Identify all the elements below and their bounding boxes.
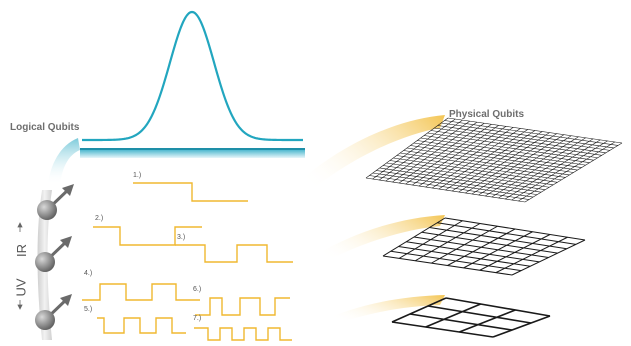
glow-layer-3 <box>320 295 445 326</box>
logical-bar-edge <box>80 148 305 150</box>
grid-line <box>389 160 554 186</box>
grid-line <box>458 132 550 193</box>
grid-line <box>492 315 551 338</box>
grid-line <box>511 239 586 276</box>
grid-line <box>511 140 608 201</box>
grid-line <box>409 313 513 331</box>
glow-layer-2 <box>305 215 445 266</box>
grid-line <box>398 246 531 267</box>
wave-label-4: 4.) <box>84 270 93 277</box>
qubit-spin-3 <box>35 294 72 330</box>
grid-line <box>518 141 615 202</box>
wave-label-2: 2.) <box>95 215 104 222</box>
square-wave-5 <box>97 317 186 334</box>
wave-label-7: 7.) <box>193 315 202 322</box>
grid-line <box>491 137 586 198</box>
grid-line <box>406 241 540 263</box>
ir-label: IR <box>14 244 29 257</box>
scale-axis-arrows <box>17 222 23 310</box>
grid-line <box>383 165 546 191</box>
logical-glow <box>48 138 80 185</box>
wave-label-5: 5.) <box>84 306 93 313</box>
grid-line <box>413 236 549 258</box>
grid-line <box>471 134 565 195</box>
grid-line <box>425 303 481 328</box>
grid-line <box>479 234 551 271</box>
grid-line <box>379 167 542 193</box>
grid-line <box>485 136 579 197</box>
grid-line <box>365 177 526 203</box>
logical-bar <box>80 148 305 158</box>
wavelet-signals <box>82 182 293 341</box>
grid-line <box>390 250 522 272</box>
square-wave-6 <box>195 297 290 316</box>
physical-grid-2 <box>382 217 586 276</box>
grid-line <box>369 175 530 200</box>
uv-label: UV <box>13 278 29 297</box>
grid-line <box>459 309 516 333</box>
grid-line <box>376 170 538 195</box>
physical-grid-3 <box>391 297 551 338</box>
grid-line <box>393 157 558 183</box>
grid-line <box>372 172 534 198</box>
grid-line <box>463 231 533 269</box>
grid-line <box>495 236 568 274</box>
grid-line <box>391 321 494 338</box>
grid-line <box>391 297 447 323</box>
physical-grid-1 <box>365 117 623 203</box>
grid-line <box>382 255 513 276</box>
wave-label-1: 1.) <box>133 172 142 179</box>
wave-label-6: 6.) <box>193 286 202 293</box>
square-wave-3 <box>175 244 293 263</box>
square-wave-7 <box>194 327 292 341</box>
square-wave-1 <box>133 182 248 202</box>
wave-label-3: 3.) <box>177 234 186 241</box>
logical-qubits-label: Logical Qubits <box>10 122 80 133</box>
grid-line <box>445 297 551 317</box>
grid-line <box>478 135 572 196</box>
grid-line <box>524 142 623 203</box>
square-wave-2 <box>93 226 202 246</box>
qubit-spin-1 <box>37 184 74 220</box>
square-wave-4 <box>82 283 200 301</box>
grid-line <box>427 305 532 324</box>
grid-line <box>465 133 557 194</box>
gaussian-curve <box>82 10 303 142</box>
grid-line <box>504 139 601 200</box>
grid-line <box>451 131 543 192</box>
physical-qubit-grids <box>365 117 623 338</box>
qubit-spin-2 <box>35 236 72 272</box>
grid-line <box>386 162 550 188</box>
glow-layer-1 <box>285 115 445 200</box>
physical-qubits-label: Physical Qubits <box>449 109 525 120</box>
